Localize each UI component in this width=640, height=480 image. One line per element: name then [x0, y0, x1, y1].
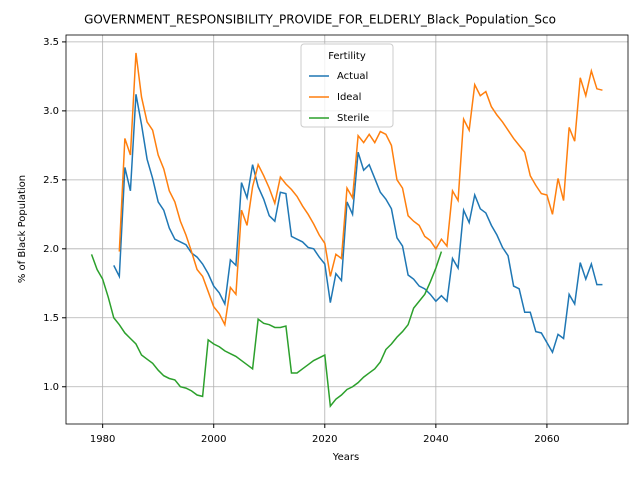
y-tick-label: 2.0 [43, 244, 59, 255]
y-axis-label: % of Black Population [17, 175, 28, 283]
plot-frame [65, 34, 629, 425]
legend: Fertility Actual Ideal Sterile [300, 43, 394, 128]
x-axis-label: Years [332, 452, 359, 463]
y-tick-label: 3.5 [43, 37, 59, 48]
data-line [118, 52, 603, 328]
y-tick-label: 1.0 [43, 382, 59, 393]
legend-label: Ideal [337, 92, 361, 103]
y-tick-label: 1.5 [43, 313, 59, 324]
y-tick-label: 3.0 [43, 106, 59, 117]
x-tick-label: 2020 [312, 434, 337, 445]
chart-title: GOVERNMENT_RESPONSIBILITY_PROVIDE_FOR_EL… [84, 13, 556, 27]
x-tick-label: 2040 [423, 434, 448, 445]
x-tick-label: 2060 [534, 434, 559, 445]
data-line [90, 251, 443, 408]
legend-box [300, 43, 394, 128]
data-line [113, 94, 603, 355]
legend-label: Sterile [337, 113, 369, 124]
x-tick-label: 1980 [90, 434, 115, 445]
legend-title: Fertility [328, 51, 366, 62]
legend-label: Actual [337, 71, 368, 82]
y-tick-label: 2.5 [43, 175, 59, 186]
x-tick-label: 2000 [201, 434, 226, 445]
